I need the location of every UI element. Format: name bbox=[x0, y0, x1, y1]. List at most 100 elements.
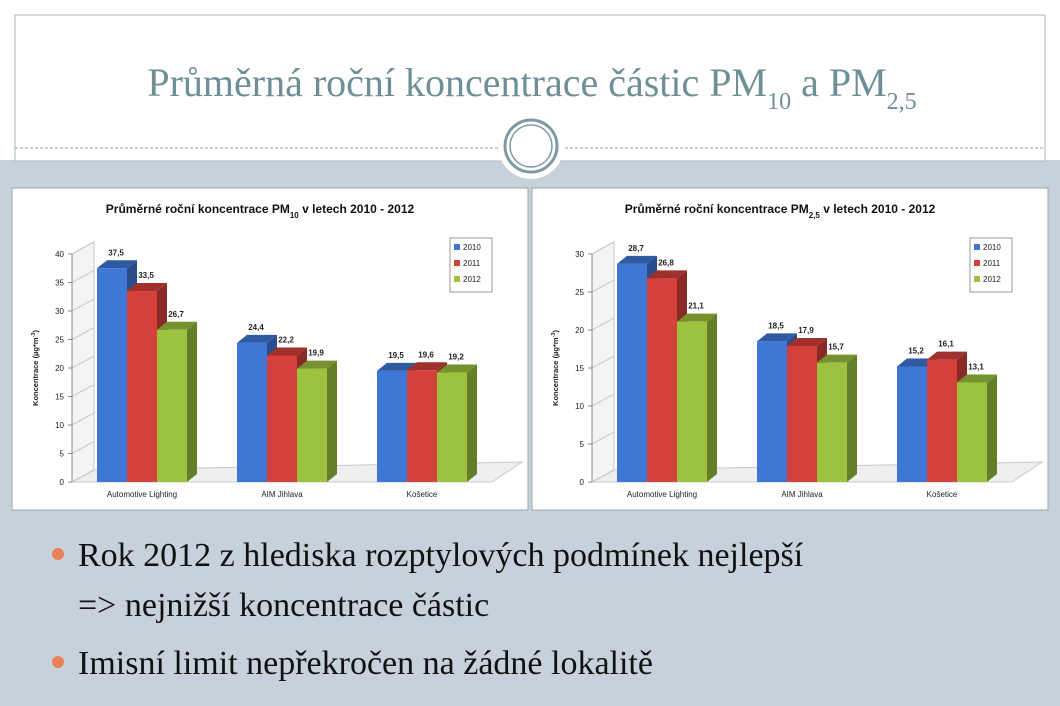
bar-side bbox=[327, 360, 337, 482]
grid-line bbox=[71, 298, 95, 312]
x-tick-label: AIM Jihlava bbox=[781, 490, 823, 499]
bar bbox=[647, 278, 677, 482]
bar-top bbox=[817, 354, 857, 363]
legend-swatch bbox=[454, 260, 460, 266]
legend-swatch bbox=[454, 244, 460, 250]
text-part: Průměrné roční koncentrace PM bbox=[106, 202, 290, 216]
bar bbox=[757, 341, 787, 482]
bar-top bbox=[297, 360, 337, 369]
bar-top bbox=[127, 283, 167, 292]
x-tick-label: Automotive Lighting bbox=[627, 490, 697, 499]
bar-side bbox=[987, 374, 997, 482]
bar-top bbox=[677, 313, 717, 322]
bar-top bbox=[757, 333, 797, 342]
value-label: 17,9 bbox=[798, 326, 814, 335]
bar-top bbox=[617, 255, 657, 264]
bar-top bbox=[787, 337, 827, 346]
bar bbox=[407, 370, 437, 482]
y-tick-label: 10 bbox=[55, 421, 64, 430]
bar-top bbox=[157, 321, 197, 330]
grid-line bbox=[591, 279, 615, 293]
slide-title: Průměrná roční koncentrace částic PM10 a… bbox=[147, 60, 916, 115]
bar-top bbox=[927, 351, 967, 360]
grid-line bbox=[71, 270, 95, 283]
y-tick-label: 5 bbox=[60, 450, 65, 459]
legend-label: 2012 bbox=[463, 275, 481, 284]
grid-line bbox=[71, 412, 95, 426]
ornament bbox=[498, 113, 564, 179]
legend-swatch bbox=[974, 276, 980, 282]
value-label: 16,1 bbox=[938, 340, 954, 349]
x-tick-label: Košetice bbox=[927, 490, 958, 499]
text-part: 2,5 bbox=[887, 89, 917, 115]
bar-top bbox=[407, 362, 447, 371]
bar-top bbox=[237, 334, 277, 343]
chart-title: Průměrné roční koncentrace PM2,5 v letec… bbox=[625, 202, 936, 220]
bar bbox=[127, 291, 157, 482]
legend-label: 2010 bbox=[463, 243, 481, 252]
bar-side bbox=[847, 354, 857, 482]
y-tick-label: 10 bbox=[575, 402, 584, 411]
charts: Průměrné roční koncentrace PM10 v letech… bbox=[11, 187, 1049, 511]
bar bbox=[927, 359, 957, 482]
grid-line bbox=[71, 355, 95, 369]
y-tick-label: 20 bbox=[55, 364, 64, 373]
value-label: 15,7 bbox=[828, 343, 844, 352]
bar bbox=[157, 329, 187, 482]
grid-line bbox=[591, 241, 615, 255]
grid-line bbox=[71, 441, 95, 454]
bar bbox=[817, 362, 847, 482]
value-label: 26,7 bbox=[168, 310, 184, 319]
text-part: 10 bbox=[767, 89, 791, 115]
y-tick-label: 0 bbox=[60, 478, 65, 487]
y-tick-label: 30 bbox=[575, 250, 584, 259]
value-label: 21,1 bbox=[688, 302, 704, 311]
text-part: Průměrná roční koncentrace částic PM bbox=[147, 60, 767, 105]
x-tick-label: Automotive Lighting bbox=[107, 490, 177, 499]
grid-line bbox=[591, 317, 615, 331]
x-tick-label: Košetice bbox=[407, 490, 438, 499]
grid-line bbox=[591, 393, 615, 407]
y-tick-label: 25 bbox=[55, 336, 64, 345]
bar bbox=[787, 345, 817, 482]
value-label: 13,1 bbox=[968, 362, 984, 371]
bar bbox=[677, 321, 707, 482]
text-part: Koncentrace (µg*m bbox=[31, 337, 40, 406]
bar bbox=[267, 355, 297, 482]
value-label: 37,5 bbox=[108, 248, 124, 257]
value-label: 33,5 bbox=[138, 271, 154, 280]
grid-line bbox=[591, 469, 615, 483]
bar-top bbox=[957, 374, 997, 383]
bar bbox=[617, 263, 647, 482]
legend-label: 2010 bbox=[983, 243, 1001, 252]
bar-side bbox=[467, 364, 477, 482]
bar-top bbox=[97, 260, 137, 269]
ornament bbox=[503, 118, 559, 174]
grid-line bbox=[71, 469, 95, 483]
legend-label: 2012 bbox=[983, 275, 1001, 284]
bar-top bbox=[647, 270, 687, 279]
chart: Průměrné roční koncentrace PM10 v letech… bbox=[11, 187, 529, 511]
grid-line bbox=[71, 241, 95, 255]
bullet-text: => nejnižší koncentrace částic bbox=[78, 587, 489, 624]
value-label: 28,7 bbox=[628, 244, 644, 253]
value-label: 24,4 bbox=[248, 323, 264, 332]
value-label: 18,5 bbox=[768, 321, 784, 330]
text-part: a PM bbox=[791, 60, 887, 105]
text-part: ) bbox=[551, 330, 560, 333]
value-label: 22,2 bbox=[278, 335, 294, 344]
bar bbox=[377, 370, 407, 482]
y-tick-label: 40 bbox=[55, 250, 64, 259]
bar-side bbox=[187, 321, 197, 482]
y-tick-label: 25 bbox=[575, 288, 584, 297]
y-axis-label: Koncentrace (µg*m-3) bbox=[31, 330, 40, 406]
chart: Průměrné roční koncentrace PM2,5 v letec… bbox=[531, 187, 1049, 511]
value-label: 19,9 bbox=[308, 349, 324, 358]
text-part: -3 bbox=[31, 333, 37, 338]
grid-line bbox=[71, 327, 95, 340]
bar bbox=[237, 342, 267, 482]
x-tick-label: AIM Jihlava bbox=[261, 490, 303, 499]
bullets: Rok 2012 z hlediska rozptylových podmíne… bbox=[52, 537, 804, 682]
